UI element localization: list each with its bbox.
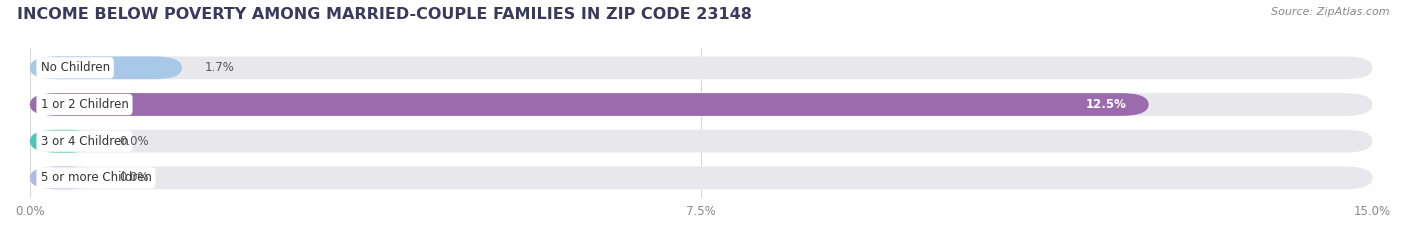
FancyBboxPatch shape (30, 93, 1149, 116)
FancyBboxPatch shape (30, 93, 1372, 116)
FancyBboxPatch shape (30, 167, 97, 189)
FancyBboxPatch shape (30, 167, 1372, 189)
Text: INCOME BELOW POVERTY AMONG MARRIED-COUPLE FAMILIES IN ZIP CODE 23148: INCOME BELOW POVERTY AMONG MARRIED-COUPL… (17, 7, 752, 22)
Text: 1.7%: 1.7% (204, 61, 235, 74)
FancyBboxPatch shape (30, 56, 181, 79)
FancyBboxPatch shape (30, 130, 1372, 153)
FancyBboxPatch shape (30, 56, 1372, 79)
Text: No Children: No Children (41, 61, 110, 74)
Text: 5 or more Children: 5 or more Children (41, 171, 152, 184)
Text: 12.5%: 12.5% (1085, 98, 1126, 111)
Text: Source: ZipAtlas.com: Source: ZipAtlas.com (1271, 7, 1389, 17)
Text: 3 or 4 Children: 3 or 4 Children (41, 135, 128, 148)
Text: 0.0%: 0.0% (118, 135, 149, 148)
Text: 1 or 2 Children: 1 or 2 Children (41, 98, 128, 111)
Text: 0.0%: 0.0% (118, 171, 149, 184)
FancyBboxPatch shape (30, 130, 97, 153)
